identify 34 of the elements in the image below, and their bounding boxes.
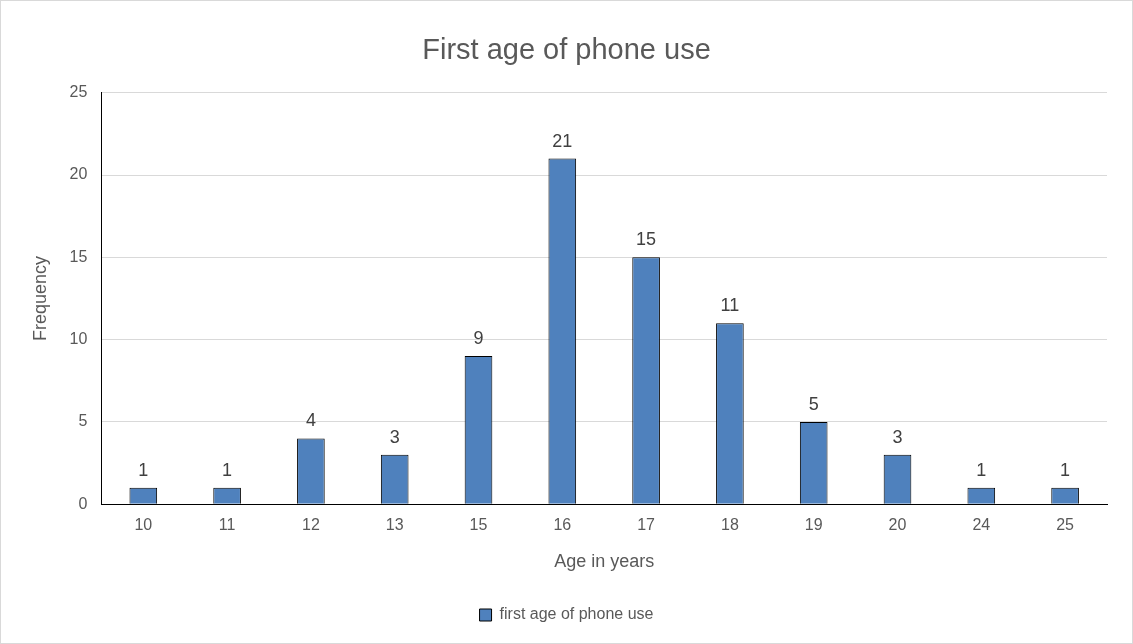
data-label: 11 xyxy=(720,295,740,316)
data-label: 9 xyxy=(473,328,484,349)
data-label: 3 xyxy=(389,426,400,447)
y-tick-label: 25 xyxy=(69,83,88,101)
data-label: 15 xyxy=(636,229,657,250)
data-label: 4 xyxy=(305,410,316,431)
x-tick-label: 13 xyxy=(385,516,404,534)
x-tick-label: 20 xyxy=(888,516,907,534)
x-tick-label: 16 xyxy=(553,516,572,534)
y-tick-label: 0 xyxy=(78,494,88,512)
x-axis-title: Age in years xyxy=(554,551,655,572)
data-label: 1 xyxy=(138,459,149,480)
chart-title: First age of phone use xyxy=(422,33,711,66)
data-label: 1 xyxy=(1060,459,1071,480)
y-tick-label: 10 xyxy=(69,330,88,348)
y-tick-label: 5 xyxy=(78,412,88,430)
x-tick-label: 15 xyxy=(469,516,488,534)
data-label: 5 xyxy=(808,393,819,414)
x-tick-label: 11 xyxy=(218,516,236,534)
x-tick-label: 18 xyxy=(721,516,739,534)
x-tick-label: 12 xyxy=(302,516,320,534)
data-label: 21 xyxy=(552,130,573,151)
x-tick-label: 19 xyxy=(804,516,823,534)
x-tick-label: 24 xyxy=(972,516,991,534)
y-axis-title: Frequency xyxy=(29,255,50,342)
y-tick-label: 15 xyxy=(69,247,88,265)
data-label: 3 xyxy=(892,426,903,447)
x-tick-label: 17 xyxy=(637,516,656,534)
x-tick-label: 25 xyxy=(1056,516,1075,534)
x-tick-label: 10 xyxy=(134,516,153,534)
data-label: 1 xyxy=(222,459,233,480)
y-tick-label: 20 xyxy=(69,165,88,183)
data-label: 1 xyxy=(976,459,987,480)
legend-label: first age of phone use xyxy=(499,605,654,623)
